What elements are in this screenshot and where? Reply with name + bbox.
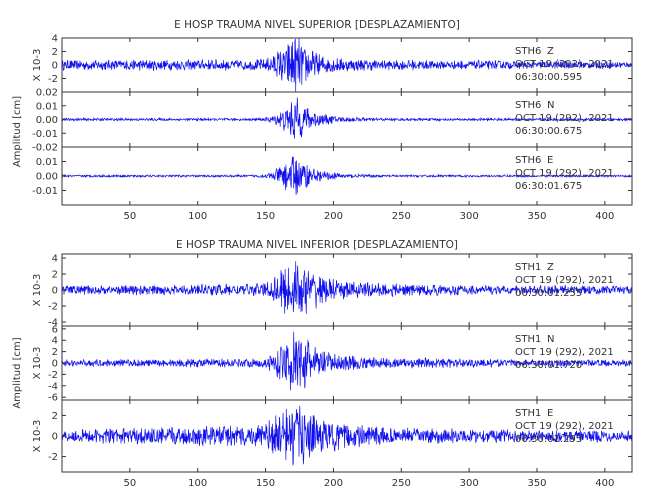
y-tick-label: 0.01 <box>36 157 58 168</box>
y-tick-label: -0.01 <box>32 186 58 197</box>
x-tick-label: 400 <box>595 211 614 222</box>
y-tick-label: 2 <box>52 270 58 281</box>
y-axis-label: Amplitud [cm] <box>12 96 23 167</box>
station-label: STH6 <box>515 100 541 111</box>
trace-line <box>61 156 633 196</box>
time-label: 06:30:01.255 <box>515 288 582 299</box>
y-tick-label: 2 <box>52 411 58 422</box>
time-label: 06:30:01.720 <box>515 360 582 371</box>
time-label: 06:30:00.675 <box>515 126 582 137</box>
component-label: E <box>547 408 553 419</box>
y-tick-label: 4 <box>52 336 58 347</box>
component-label: Z <box>547 46 554 57</box>
station-label: STH1 <box>515 262 541 273</box>
y-tick-label: -4 <box>48 318 58 329</box>
station-label: STH1 <box>515 408 541 419</box>
x-tick-label: 150 <box>256 211 275 222</box>
date-label: OCT 19 (292), 2021 <box>515 59 614 70</box>
time-label: 06:30:00.595 <box>515 72 582 83</box>
scale-label: X 10-3 <box>32 347 43 380</box>
y-tick-label: -2 <box>48 452 58 463</box>
y-axis-label: Amplitud [cm] <box>12 337 23 408</box>
time-label: 06:30:01.295 <box>515 434 582 445</box>
y-tick-label: 0 <box>52 359 58 370</box>
y-tick-label: -2 <box>48 370 58 381</box>
trace-line <box>61 97 633 139</box>
scale-label: X 10-3 <box>32 49 43 82</box>
y-tick-label: -6 <box>48 393 58 404</box>
y-tick-label: 6 <box>52 324 58 335</box>
x-tick-label: 300 <box>460 478 479 489</box>
date-label: OCT 19 (292), 2021 <box>515 347 614 358</box>
chart-group-1: E HOSP TRAUMA NIVEL SUPERIOR [DESPLAZAMI… <box>12 19 633 222</box>
trace-line <box>61 38 633 93</box>
time-label: 06:30:01.675 <box>515 181 582 192</box>
x-tick-label: 300 <box>460 211 479 222</box>
x-tick-label: 200 <box>324 211 343 222</box>
y-tick-label: -4 <box>48 381 58 392</box>
component-label: E <box>547 155 553 166</box>
trace-panel-3: 0.01 0.00 -0.01 STH6 E OCT 19 (292), 2021 06:3… <box>32 146 633 206</box>
date-label: OCT 19 (292), 2021 <box>515 421 614 432</box>
scale-label: X 10-3 <box>32 420 43 453</box>
y-tick-label: 0.00 <box>36 115 58 126</box>
y-tick-label: 0 <box>52 286 58 297</box>
y-tick-label: 2 <box>52 347 58 358</box>
station-label: STH6 <box>515 46 541 57</box>
trace-line <box>61 405 633 466</box>
y-tick-label: -2 <box>48 302 58 313</box>
y-tick-label: 0.01 <box>36 101 58 112</box>
y-tick-label: 2 <box>52 47 58 58</box>
chart-group-2: E HOSP TRAUMA NIVEL INFERIOR [DESPLAZAMI… <box>12 239 633 489</box>
y-tick-label: 0 <box>52 432 58 443</box>
y-tick-label: -0.02 <box>32 143 58 154</box>
x-tick-label: 100 <box>188 478 207 489</box>
y-tick-label: -2 <box>48 74 58 85</box>
component-label: N <box>547 334 554 345</box>
component-label: Z <box>547 262 554 273</box>
trace-panel-3: 2 0 -2 X 10-3 STH1 E OCT 19 (292), 2021 06:30:0… <box>32 399 633 473</box>
y-tick-label: 4 <box>52 34 58 45</box>
x-tick-label: 50 <box>123 478 136 489</box>
trace-panel-1: 4 2 0 -2 -4 X 10-3 STH1 Z OCT 19 (292), 2021 06:3… <box>32 253 633 329</box>
y-tick-label: 0.02 <box>36 88 58 99</box>
y-tick-label: 4 <box>52 254 58 265</box>
x-tick-label: 200 <box>324 478 343 489</box>
x-tick-label: 150 <box>256 478 275 489</box>
date-label: OCT 19 (292), 2021 <box>515 275 614 286</box>
x-tick-label: 50 <box>123 211 136 222</box>
date-label: OCT 19 (292), 2021 <box>515 113 614 124</box>
y-tick-label: -0.01 <box>32 129 58 140</box>
component-label: N <box>547 100 554 111</box>
station-label: STH1 <box>515 334 541 345</box>
x-tick-label: 350 <box>527 211 546 222</box>
y-tick-label: 0 <box>52 61 58 72</box>
x-tick-label: 400 <box>595 478 614 489</box>
trace-line <box>61 331 633 391</box>
date-label: OCT 19 (292), 2021 <box>515 168 614 179</box>
station-label: STH6 <box>515 155 541 166</box>
trace-line <box>61 261 633 314</box>
scale-label: X 10-3 <box>32 274 43 307</box>
trace-panel-2: 0.02 0.01 0.00 -0.01 -0.02 STH6 N OCT 19 (292),… <box>32 88 633 154</box>
x-tick-label: 350 <box>527 478 546 489</box>
chart-title: E HOSP TRAUMA NIVEL INFERIOR [DESPLAZAMI… <box>176 239 458 251</box>
chart-title: E HOSP TRAUMA NIVEL SUPERIOR [DESPLAZAMI… <box>174 19 460 31</box>
y-tick-label: 0.00 <box>36 172 58 183</box>
x-tick-label: 250 <box>392 478 411 489</box>
trace-panel-1: 4 2 0 -2 X 10-3 STH6 Z OCT 19 (292), 2021 06:30:… <box>32 34 633 93</box>
x-tick-label: 250 <box>392 211 411 222</box>
x-tick-label: 100 <box>188 211 207 222</box>
